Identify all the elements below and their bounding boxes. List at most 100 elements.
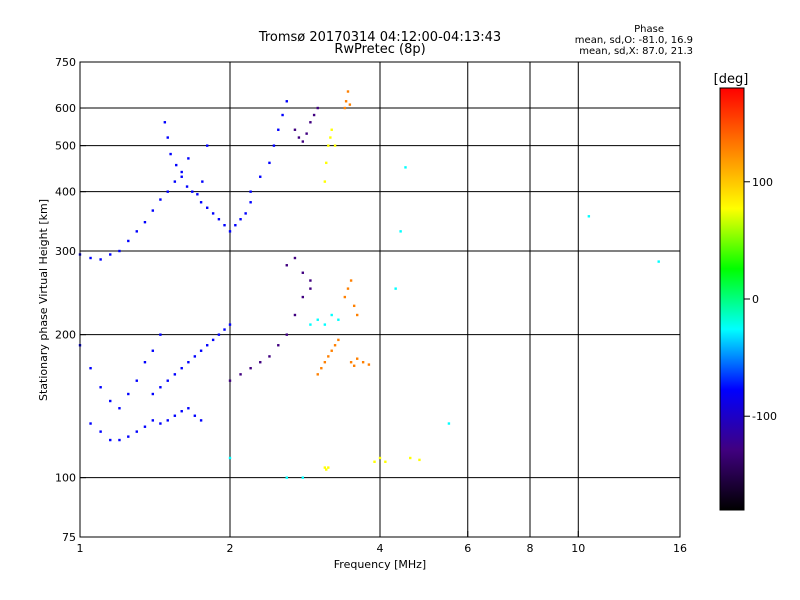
data-point — [293, 256, 297, 260]
data-point — [118, 438, 121, 442]
data-point — [187, 361, 190, 364]
x-tick-label: 2 — [227, 542, 234, 555]
data-point — [217, 333, 221, 336]
y-tick-label: 300 — [55, 245, 76, 258]
data-point — [316, 106, 319, 110]
data-point — [99, 430, 102, 433]
data-point — [127, 435, 130, 438]
data-point — [330, 349, 333, 352]
data-point — [159, 422, 162, 425]
y-tick-label: 100 — [55, 472, 76, 485]
colorbar-label: [deg] — [714, 72, 749, 87]
data-point — [309, 279, 312, 282]
data-point — [199, 349, 203, 352]
data-point — [228, 230, 232, 233]
colorbar-tick-label: 0 — [752, 293, 759, 306]
data-point — [293, 128, 297, 131]
data-point — [355, 357, 359, 360]
data-point — [173, 180, 177, 183]
x-tick-label: 10 — [571, 542, 585, 555]
data-point — [309, 121, 312, 124]
data-point — [384, 460, 387, 463]
data-point — [352, 304, 356, 308]
data-point — [180, 410, 183, 413]
data-point — [312, 113, 316, 117]
data-point — [325, 161, 328, 165]
data-point — [205, 344, 209, 347]
data-point — [135, 230, 138, 233]
data-point — [180, 170, 183, 174]
x-axis-ticks: 1 2 4 6 8 10 16 — [77, 531, 687, 555]
data-point — [325, 468, 328, 471]
data-point — [285, 476, 288, 479]
data-point — [199, 419, 203, 422]
colorbar — [719, 87, 745, 511]
data-point — [285, 264, 288, 267]
data-point — [143, 425, 147, 428]
data-point — [323, 361, 327, 364]
data-point — [166, 379, 169, 382]
data-point — [151, 209, 155, 212]
data-point — [447, 422, 451, 425]
data-point — [346, 287, 350, 290]
data-point — [297, 136, 301, 139]
data-point — [394, 287, 397, 290]
data-point — [196, 193, 199, 196]
data-point — [239, 218, 242, 221]
y-tick-label: 600 — [55, 102, 76, 115]
data-point — [109, 399, 112, 403]
data-point — [309, 323, 312, 326]
data-point — [285, 100, 288, 103]
data-point — [361, 361, 365, 364]
data-point — [305, 132, 308, 135]
data-point — [166, 136, 169, 139]
data-point — [228, 323, 232, 326]
x-tick-label: 8 — [527, 542, 534, 555]
data-point — [343, 106, 347, 110]
data-point — [293, 313, 297, 317]
data-point — [143, 220, 147, 224]
data-point — [187, 157, 190, 160]
x-axis-label: Frequency [MHz] — [334, 558, 426, 571]
data-point — [199, 201, 203, 204]
data-point — [163, 121, 167, 124]
data-point — [323, 466, 327, 469]
data-point — [151, 419, 155, 422]
phase-stat-x: mean, sd,X: 87.0, 21.3 — [579, 46, 693, 57]
data-point — [323, 323, 327, 326]
data-point — [143, 361, 147, 364]
y-tick-label: 750 — [55, 56, 76, 69]
y-tick-label: 400 — [55, 186, 76, 199]
data-point — [205, 144, 209, 147]
data-point — [346, 90, 350, 93]
data-point — [277, 344, 280, 347]
data-point — [166, 419, 169, 422]
data-point — [301, 476, 305, 479]
data-point — [135, 379, 138, 382]
data-point — [316, 318, 319, 321]
data-point — [173, 373, 177, 376]
data-point — [89, 366, 92, 370]
data-point — [234, 224, 237, 227]
data-point — [268, 161, 271, 165]
x-tick-label: 6 — [464, 542, 471, 555]
data-point — [151, 349, 155, 352]
data-point — [349, 361, 353, 364]
data-point — [99, 386, 102, 389]
data-point — [367, 363, 371, 366]
data-point — [99, 258, 102, 261]
data-point — [301, 295, 305, 299]
data-point — [180, 366, 183, 370]
data-point — [587, 215, 591, 218]
data-point — [323, 180, 327, 183]
x-tick-label: 4 — [377, 542, 384, 555]
data-point — [228, 379, 232, 382]
data-point — [404, 166, 407, 169]
data-point — [329, 136, 332, 139]
colorbar-ticks: 100 0 -100 — [744, 176, 777, 423]
data-point — [355, 313, 359, 317]
data-point — [223, 328, 226, 331]
data-point — [159, 333, 162, 336]
data-point — [109, 253, 112, 256]
